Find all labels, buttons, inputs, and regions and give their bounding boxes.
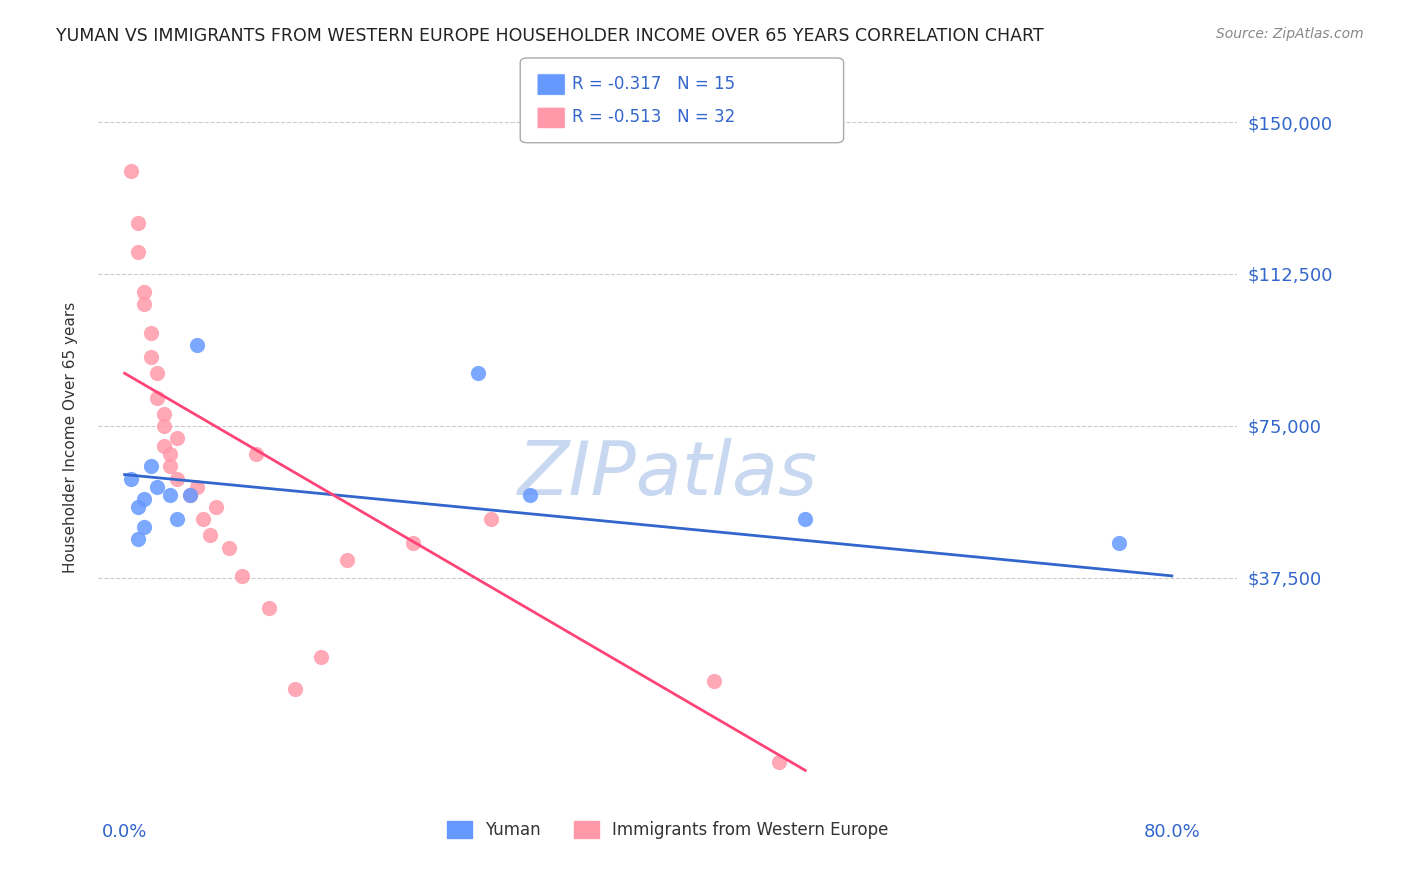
Point	[159, 447, 181, 461]
Point	[134, 491, 156, 506]
Point	[479, 512, 502, 526]
Point	[284, 682, 307, 697]
Point	[153, 419, 176, 434]
Point	[198, 528, 221, 542]
Text: R = -0.317   N = 15: R = -0.317 N = 15	[572, 75, 735, 93]
Point	[309, 649, 332, 664]
Point	[127, 533, 149, 547]
Text: 0.0%: 0.0%	[101, 823, 148, 841]
Legend: Yuman, Immigrants from Western Europe: Yuman, Immigrants from Western Europe	[440, 814, 896, 846]
Point	[159, 459, 181, 474]
Point	[467, 366, 489, 380]
Point	[186, 338, 208, 352]
Point	[120, 472, 142, 486]
Point	[166, 512, 188, 526]
Point	[153, 407, 176, 421]
Point	[139, 459, 162, 474]
Point	[336, 552, 359, 566]
Text: R = -0.513   N = 32: R = -0.513 N = 32	[572, 108, 735, 126]
Point	[179, 488, 201, 502]
Point	[134, 297, 156, 311]
Point	[186, 480, 208, 494]
Point	[153, 439, 176, 453]
Point	[401, 536, 423, 550]
Text: Source: ZipAtlas.com: Source: ZipAtlas.com	[1216, 27, 1364, 41]
Point	[120, 163, 142, 178]
Text: 80.0%: 80.0%	[1143, 823, 1201, 841]
Point	[218, 541, 240, 555]
Point	[703, 674, 725, 689]
Point	[794, 512, 817, 526]
Point	[1108, 536, 1130, 550]
Point	[159, 488, 181, 502]
Point	[166, 472, 188, 486]
Point	[519, 488, 541, 502]
Point	[134, 520, 156, 534]
Y-axis label: Householder Income Over 65 years: Householder Income Over 65 years	[63, 301, 77, 573]
Point	[146, 480, 169, 494]
Point	[146, 366, 169, 380]
Point	[127, 500, 149, 514]
Point	[231, 569, 253, 583]
Point	[768, 756, 790, 770]
Point	[205, 500, 228, 514]
Point	[257, 601, 280, 615]
Point	[139, 350, 162, 364]
Point	[134, 285, 156, 300]
Point	[146, 391, 169, 405]
Point	[139, 326, 162, 340]
Point	[127, 244, 149, 259]
Point	[191, 512, 214, 526]
Text: YUMAN VS IMMIGRANTS FROM WESTERN EUROPE HOUSEHOLDER INCOME OVER 65 YEARS CORRELA: YUMAN VS IMMIGRANTS FROM WESTERN EUROPE …	[56, 27, 1043, 45]
Point	[166, 431, 188, 445]
Text: ZIPatlas: ZIPatlas	[517, 438, 818, 509]
Point	[179, 488, 201, 502]
Point	[245, 447, 267, 461]
Point	[127, 216, 149, 230]
